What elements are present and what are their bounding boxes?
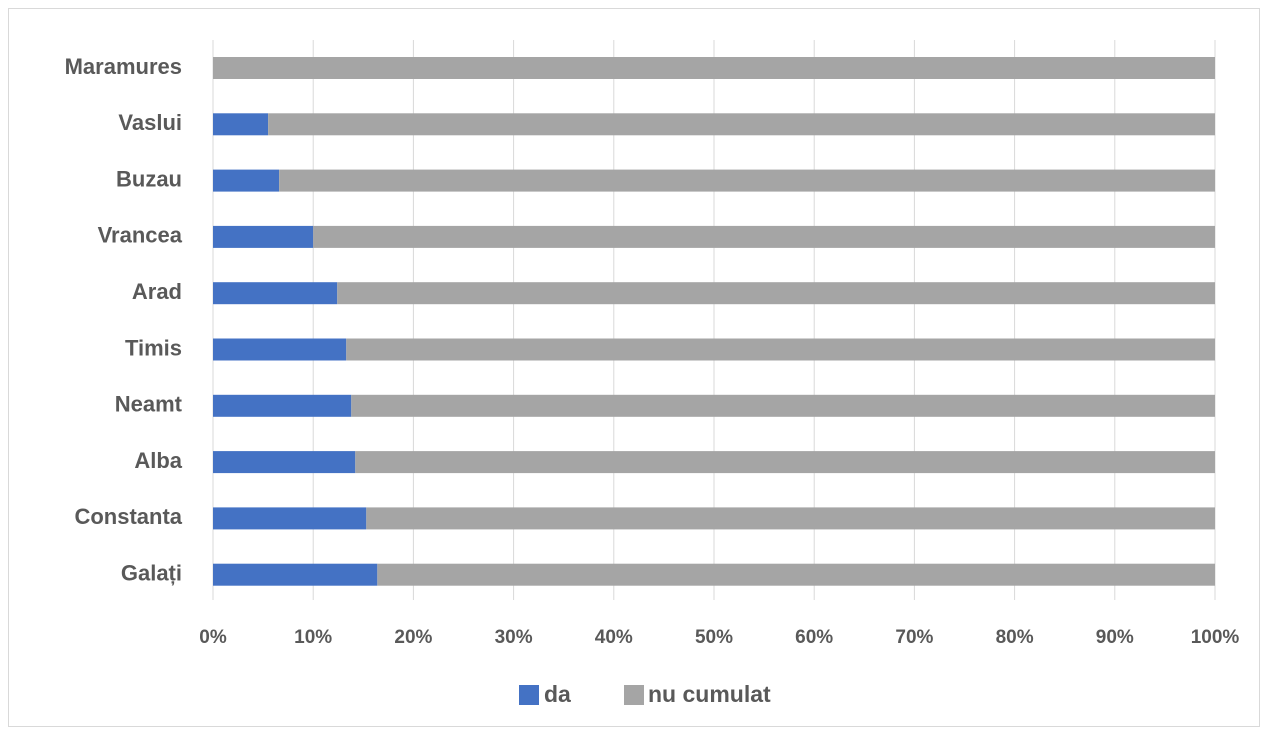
bar-nu-cumulat <box>313 225 1215 248</box>
bar-da <box>213 507 367 530</box>
category-label: Arad <box>132 279 182 304</box>
bar-da <box>213 394 352 417</box>
legend-swatch <box>519 685 539 705</box>
x-tick-label: 0% <box>199 627 227 648</box>
x-tick-label: 20% <box>394 627 432 648</box>
bar-nu-cumulat <box>366 507 1215 530</box>
legend-label: nu cumulat <box>648 681 771 707</box>
x-tick-label: 50% <box>695 627 733 648</box>
x-tick-label: 10% <box>294 627 332 648</box>
category-label: Galați <box>121 561 182 586</box>
bar-nu-cumulat <box>377 563 1215 586</box>
x-tick-label: 40% <box>595 627 633 648</box>
bar-da <box>213 282 338 305</box>
legend: da nu cumulat <box>519 681 771 707</box>
legend-label: da <box>544 681 571 707</box>
bar-nu-cumulat <box>351 394 1215 417</box>
category-label: Timis <box>125 335 182 360</box>
bar-nu-cumulat <box>279 169 1216 192</box>
category-label: Maramures <box>65 54 182 79</box>
category-label: Neamt <box>115 392 183 417</box>
bar-da <box>213 169 280 192</box>
x-tick-labels: 0% 10% 20% 30% 40% 50% 60% 70% 80% 90% 100% <box>199 627 1239 648</box>
bar-da <box>213 338 347 361</box>
bar-da <box>213 563 378 586</box>
x-tick-label: 30% <box>495 627 533 648</box>
bar-da <box>213 113 269 136</box>
x-tick-label: 80% <box>996 627 1034 648</box>
category-label: Vaslui <box>118 110 182 135</box>
bar-da <box>213 225 314 248</box>
category-labels: Maramures Vaslui Buzau Vrancea Arad Timis Neam… <box>65 54 183 586</box>
bar-nu-cumulat <box>346 338 1215 361</box>
x-tick-label: 60% <box>795 627 833 648</box>
bar-nu-cumulat <box>337 282 1215 305</box>
bar-nu-cumulat <box>355 451 1215 474</box>
x-tick-label: 90% <box>1096 627 1134 648</box>
category-label: Alba <box>134 448 182 473</box>
category-label: Vrancea <box>98 223 183 248</box>
bar-nu-cumulat <box>213 57 1215 79</box>
category-label: Buzau <box>116 166 182 191</box>
x-tick-label: 100% <box>1191 627 1240 648</box>
category-label: Constanta <box>74 504 182 529</box>
bar-da <box>213 451 356 474</box>
bars <box>213 57 1216 586</box>
legend-swatch <box>624 685 644 705</box>
bar-nu-cumulat <box>268 113 1215 136</box>
x-tick-label: 70% <box>895 627 933 648</box>
